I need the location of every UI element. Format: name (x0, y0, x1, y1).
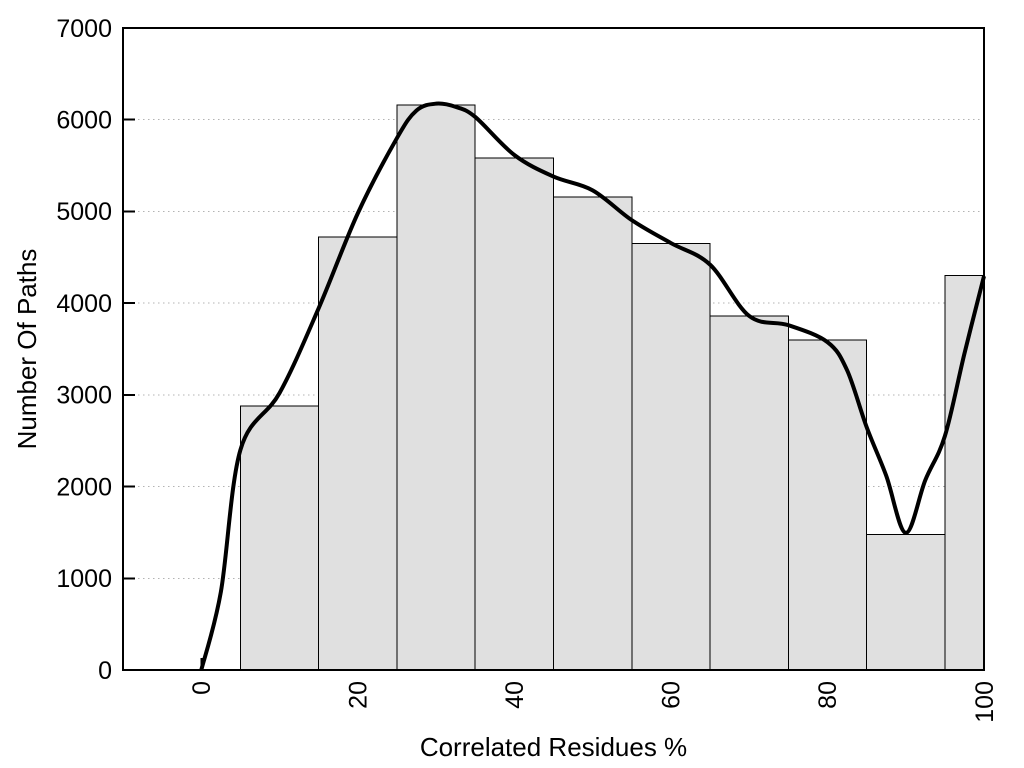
histogram-bar (709, 315, 789, 671)
histogram-bar (239, 405, 320, 671)
y-tick-label: 6000 (56, 106, 112, 134)
x-tick-label: 40 (501, 681, 529, 709)
y-tick-label: 2000 (56, 473, 112, 501)
y-tick-label: 4000 (56, 290, 112, 318)
fit-curve (199, 101, 986, 671)
x-tick-label: 80 (814, 681, 842, 709)
x-tick-label: 20 (345, 681, 373, 709)
y-tick-label: 5000 (56, 198, 112, 226)
y-tick-label: 3000 (56, 382, 112, 410)
y-tick-label: 7000 (56, 15, 112, 43)
histogram-bar (944, 275, 985, 671)
x-tick-label: 100 (971, 681, 999, 723)
histogram-bar (318, 236, 398, 671)
x-axis-title: Correlated Residues % (420, 732, 687, 762)
histogram-bar (396, 104, 476, 671)
x-tick-label: 0 (188, 681, 216, 695)
histogram-bar (631, 243, 711, 671)
plot-frame (122, 27, 985, 671)
histogram-bar (474, 157, 554, 671)
histogram-bar (553, 196, 633, 671)
y-tick-label: 0 (98, 657, 112, 685)
y-tick-label: 1000 (56, 565, 112, 593)
histogram-bar (866, 533, 946, 671)
x-tick-label: 60 (658, 681, 686, 709)
y-axis-title: Number Of Paths (12, 249, 42, 450)
